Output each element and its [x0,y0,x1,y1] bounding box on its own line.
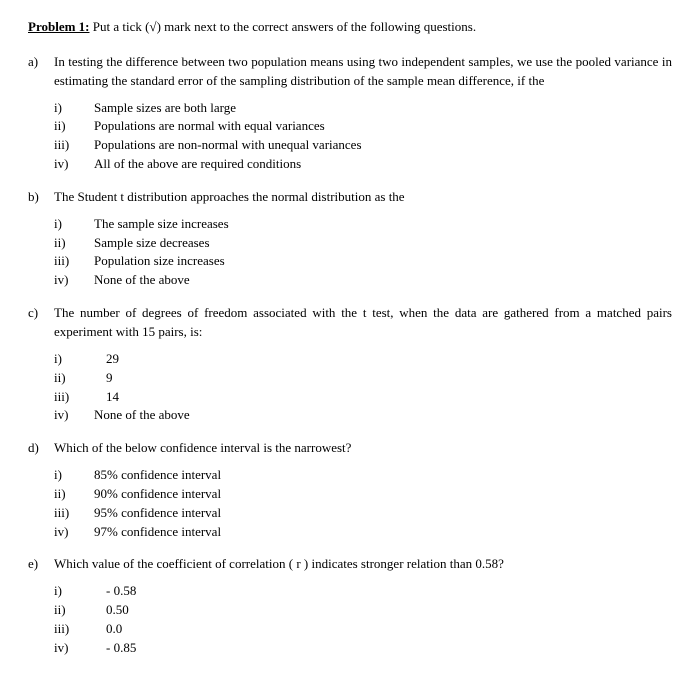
question-block: b)The Student t distribution approaches … [28,188,672,290]
option-row: iii)0.0 [54,620,672,639]
question-text: Which of the below confidence interval i… [54,439,672,458]
option-number: iii) [54,252,94,271]
question-letter: b) [28,188,54,207]
options-list: i)29ii)9iii)14iv)None of the above [28,350,672,425]
problem-title: Problem 1: Put a tick (√) mark next to t… [28,18,672,37]
option-row: iv)97% confidence interval [54,523,672,542]
options-list: i)- 0.58ii)0.50iii)0.0iv)- 0.85 [28,582,672,657]
option-row: iv)- 0.85 [54,639,672,658]
options-list: i)85% confidence intervalii)90% confiden… [28,466,672,541]
question-text: The Student t distribution approaches th… [54,188,672,207]
question-block: a)In testing the difference between two … [28,53,672,174]
option-number: iv) [54,155,94,174]
option-number: i) [54,466,94,485]
questions-container: a)In testing the difference between two … [28,53,672,658]
question-stem: b)The Student t distribution approaches … [28,188,672,207]
option-number: i) [54,215,94,234]
option-number: i) [54,99,94,118]
option-text: Population size increases [94,252,672,271]
option-number: iii) [54,620,94,639]
option-row: ii)90% confidence interval [54,485,672,504]
option-text: Sample size decreases [94,234,672,253]
option-row: iii)Population size increases [54,252,672,271]
question-text: The number of degrees of freedom associa… [54,304,672,342]
option-text: All of the above are required conditions [94,155,672,174]
option-number: ii) [54,117,94,136]
option-row: i)85% confidence interval [54,466,672,485]
option-number: iv) [54,271,94,290]
option-text: 97% confidence interval [94,523,672,542]
option-row: i)The sample size increases [54,215,672,234]
question-block: c)The number of degrees of freedom assoc… [28,304,672,425]
option-text: - 0.85 [94,639,672,658]
options-list: i)The sample size increasesii)Sample siz… [28,215,672,290]
option-number: iii) [54,388,94,407]
question-stem: e)Which value of the coefficient of corr… [28,555,672,574]
question-text: In testing the difference between two po… [54,53,672,91]
option-text: 29 [94,350,672,369]
option-number: iv) [54,406,94,425]
option-text: None of the above [94,406,672,425]
option-row: ii)0.50 [54,601,672,620]
option-text: 0.0 [94,620,672,639]
problem-instruction: Put a tick (√) mark next to the correct … [90,19,477,34]
option-text: Populations are non-normal with unequal … [94,136,672,155]
option-text: Sample sizes are both large [94,99,672,118]
question-stem: a)In testing the difference between two … [28,53,672,91]
option-row: i)29 [54,350,672,369]
option-row: iv)All of the above are required conditi… [54,155,672,174]
option-text: - 0.58 [94,582,672,601]
question-letter: c) [28,304,54,342]
option-row: ii)Sample size decreases [54,234,672,253]
options-list: i)Sample sizes are both largeii)Populati… [28,99,672,174]
problem-label: Problem 1: [28,19,90,34]
question-letter: d) [28,439,54,458]
option-text: 95% confidence interval [94,504,672,523]
option-text: Populations are normal with equal varian… [94,117,672,136]
option-number: iii) [54,504,94,523]
option-row: iii)14 [54,388,672,407]
option-text: 90% confidence interval [94,485,672,504]
option-number: ii) [54,485,94,504]
option-text: 14 [94,388,672,407]
option-row: iv)None of the above [54,271,672,290]
option-number: ii) [54,234,94,253]
option-row: iii)Populations are non-normal with uneq… [54,136,672,155]
question-stem: d)Which of the below confidence interval… [28,439,672,458]
question-letter: a) [28,53,54,91]
option-text: 0.50 [94,601,672,620]
question-block: e)Which value of the coefficient of corr… [28,555,672,657]
option-number: i) [54,582,94,601]
option-number: ii) [54,601,94,620]
option-text: None of the above [94,271,672,290]
option-row: i)- 0.58 [54,582,672,601]
question-stem: c)The number of degrees of freedom assoc… [28,304,672,342]
option-row: iii)95% confidence interval [54,504,672,523]
question-text: Which value of the coefficient of correl… [54,555,672,574]
option-number: iv) [54,523,94,542]
option-number: iii) [54,136,94,155]
option-text: 9 [94,369,672,388]
option-row: iv)None of the above [54,406,672,425]
option-number: ii) [54,369,94,388]
option-row: ii)Populations are normal with equal var… [54,117,672,136]
question-letter: e) [28,555,54,574]
option-text: The sample size increases [94,215,672,234]
option-number: iv) [54,639,94,658]
option-number: i) [54,350,94,369]
question-block: d)Which of the below confidence interval… [28,439,672,541]
option-row: ii)9 [54,369,672,388]
option-row: i)Sample sizes are both large [54,99,672,118]
option-text: 85% confidence interval [94,466,672,485]
